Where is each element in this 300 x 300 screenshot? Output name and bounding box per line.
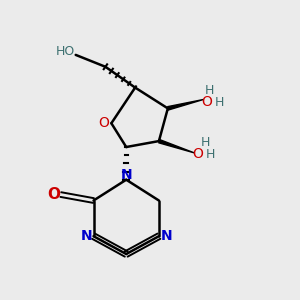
Text: O: O: [98, 116, 110, 130]
Text: N: N: [160, 229, 172, 243]
Text: N: N: [120, 168, 132, 182]
Text: H: H: [206, 148, 216, 161]
Polygon shape: [159, 139, 195, 153]
Text: H: H: [200, 136, 210, 149]
Text: O: O: [201, 95, 212, 110]
Text: O: O: [47, 187, 60, 202]
Text: H: H: [215, 96, 224, 109]
Text: N: N: [80, 229, 92, 243]
Polygon shape: [168, 100, 203, 110]
Text: HO: HO: [56, 45, 75, 58]
Text: H: H: [205, 84, 214, 97]
Text: O: O: [192, 148, 203, 161]
